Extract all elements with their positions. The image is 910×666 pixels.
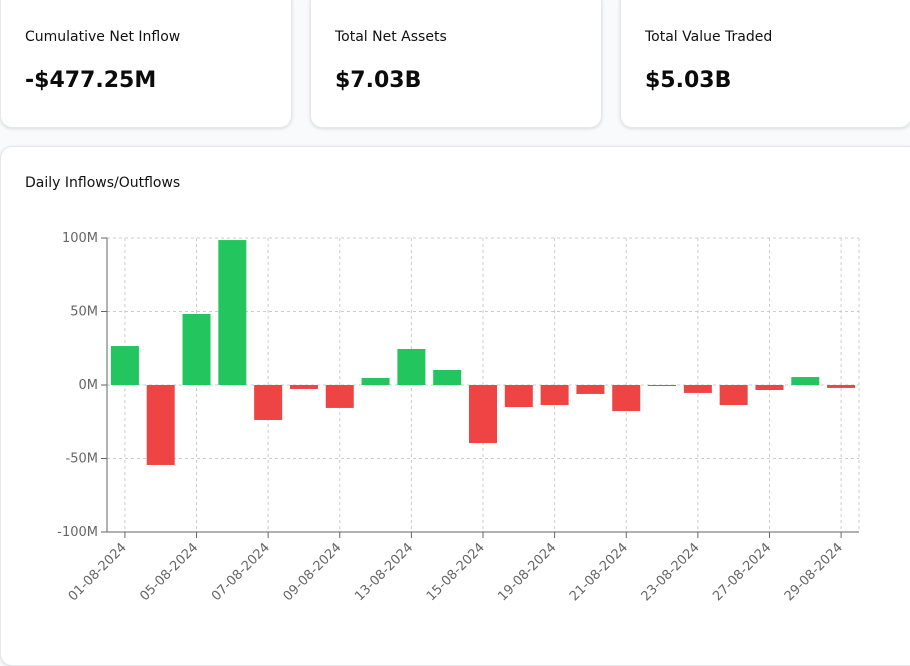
y-tick-label: 0M: [79, 378, 99, 393]
bar-13-08-2024: [397, 348, 426, 385]
y-tick-label: -50M: [66, 452, 98, 467]
x-tick-label: 15-08-2024: [424, 540, 488, 604]
bar-23-08-2024: [683, 385, 712, 393]
bar-02-08-2024: [146, 385, 175, 465]
x-tick-label: 05-08-2024: [137, 540, 201, 604]
bar-01-08-2024: [110, 346, 139, 385]
stat-card-total-net-assets: Total Net Assets $7.03B: [310, 0, 602, 128]
bar-21-08-2024: [612, 385, 641, 412]
bar-05-08-2024: [182, 313, 211, 385]
bar-22-08-2024: [648, 385, 677, 387]
x-tick-label: 29-08-2024: [782, 540, 846, 604]
bar-28-08-2024: [791, 377, 820, 385]
bar-07-08-2024: [254, 385, 283, 420]
chart-title: Daily Inflows/Outflows: [25, 175, 181, 191]
bar-16-08-2024: [504, 385, 533, 408]
x-tick-label: 19-08-2024: [495, 540, 559, 604]
y-tick-label: 50M: [70, 305, 98, 320]
stat-value: -$477.25M: [25, 68, 157, 93]
bar-12-08-2024: [361, 377, 390, 385]
stat-card-total-value-traded: Total Value Traded $5.03B: [620, 0, 910, 128]
y-tick-label: -100M: [57, 525, 98, 540]
bar-09-08-2024: [325, 385, 354, 408]
bar-19-08-2024: [540, 385, 569, 405]
bar-20-08-2024: [576, 385, 605, 394]
stat-label: Total Value Traded: [645, 29, 773, 45]
x-tick-label: 09-08-2024: [281, 540, 345, 604]
stat-card-cumulative-net-inflow: Cumulative Net Inflow -$477.25M: [0, 0, 292, 128]
x-tick-label: 01-08-2024: [66, 540, 130, 604]
stat-label: Cumulative Net Inflow: [25, 29, 181, 45]
bar-29-08-2024: [827, 385, 856, 388]
stat-value: $5.03B: [645, 68, 732, 93]
bar-08-08-2024: [289, 385, 318, 389]
bar-14-08-2024: [433, 370, 462, 385]
stat-label: Total Net Assets: [335, 29, 447, 45]
bar-27-08-2024: [755, 385, 784, 390]
bar-15-08-2024: [469, 385, 497, 444]
x-tick-label: 07-08-2024: [209, 540, 273, 604]
bar-06-08-2024: [218, 240, 247, 385]
bar-26-08-2024: [719, 385, 748, 405]
x-tick-label: 13-08-2024: [352, 540, 416, 604]
x-tick-label: 23-08-2024: [639, 540, 703, 604]
x-tick-label: 21-08-2024: [567, 540, 631, 604]
x-tick-label: 27-08-2024: [710, 540, 774, 604]
y-tick-label: 100M: [62, 231, 98, 246]
stat-value: $7.03B: [335, 68, 422, 93]
